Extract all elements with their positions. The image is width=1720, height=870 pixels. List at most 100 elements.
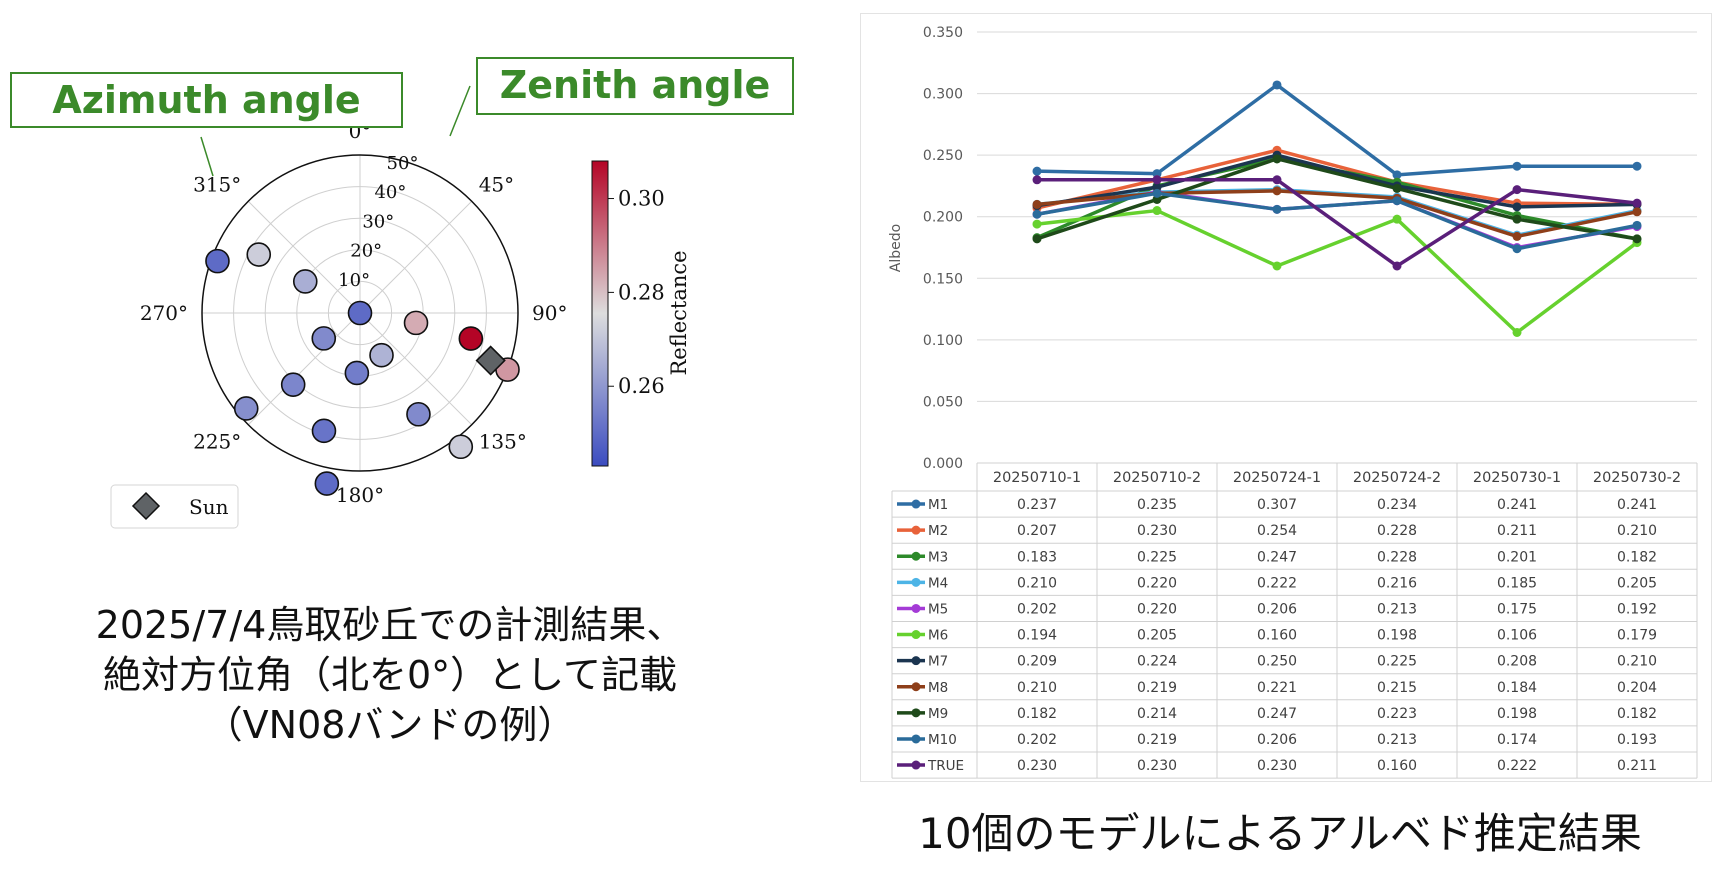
radial-tick-label: 50° [387,153,419,174]
polar-grid-spoke [247,312,361,426]
zenith-leader-line [449,85,471,137]
table-value-cell: 0.222 [1257,575,1297,591]
legend-key-marker [911,630,921,640]
reflectance-point [280,372,306,397]
radial-tick-label: 10° [338,270,370,291]
line-chart: 0.000 0.050 0.100 0.150 0.200 0.250 0.300 0.350… [888,25,1697,472]
reflectance-point [246,242,272,267]
reflectance-point [311,418,337,444]
reflectance-point [406,401,431,427]
series-point-m6 [1032,219,1042,229]
series-point-m6 [1152,206,1162,216]
table-value-cell: 0.247 [1257,549,1297,565]
table-header-cell: 20250724-1 [1233,470,1321,486]
series-point-true [1272,175,1282,185]
table-value-cell: 0.202 [1017,732,1057,748]
table-value-cell: 0.184 [1497,680,1537,696]
series-point-m1 [1512,161,1522,171]
y-tick-label: 0.100 [923,333,963,349]
table-value-cell: 0.254 [1257,523,1297,539]
table-value-cell: 0.198 [1497,706,1537,722]
left-caption: 2025/7/4鳥取砂丘での計測結果、 絶対方位角（北を0°）として記載 （VN… [20,600,760,750]
polar-grid-spoke [247,200,361,314]
colorbar-gradient [591,160,609,467]
table-value-cell: 0.174 [1497,732,1537,748]
series-line-m9 [1036,157,1638,241]
legend-key-marker [911,708,921,718]
series-name-cell: M1 [928,497,948,513]
series-line-m2 [1036,148,1638,210]
series-point-m8 [1272,186,1282,196]
table-value-cell: 0.223 [1377,706,1417,722]
table-value-cell: 0.201 [1497,549,1537,565]
colorbar-label: Reflectance [667,250,691,375]
series-name-cell: M9 [928,706,948,722]
table-value-cell: 0.247 [1257,706,1297,722]
series-point-m10 [1512,244,1522,254]
table-value-cell: 0.211 [1497,523,1537,539]
table-value-cell: 0.210 [1017,575,1057,591]
series-name-cell: TRUE [927,758,964,774]
series-line-m10 [1036,191,1638,251]
table-value-cell: 0.225 [1377,654,1417,670]
series-point-true [1152,175,1162,185]
polar-legend: Sun [110,484,239,529]
table-value-cell: 0.210 [1017,680,1057,696]
table-header-cell: 20250710-2 [1113,470,1201,486]
sun-marker [475,345,506,376]
series-point-m9 [1392,183,1402,193]
table-value-cell: 0.241 [1617,497,1657,513]
table-value-cell: 0.230 [1017,758,1057,774]
series-point-m1 [1392,170,1402,180]
series-name-cell: M2 [928,523,948,539]
table-value-cell: 0.216 [1377,575,1417,591]
table-value-cell: 0.182 [1617,706,1657,722]
reflectance-point [403,310,429,336]
table-value-cell: 0.160 [1377,758,1417,774]
azimuth-callout: Azimuth angle [10,72,403,128]
table-value-cell: 0.222 [1497,758,1537,774]
series-point-m9 [1632,234,1642,244]
table-value-cell: 0.179 [1617,628,1657,644]
series-name-cell: M8 [928,680,948,696]
series-point-true [1392,261,1402,271]
table-value-cell: 0.192 [1617,601,1657,617]
y-axis-label: Albedo [888,224,904,272]
reflectance-point [205,248,230,274]
table-value-cell: 0.210 [1617,654,1657,670]
left-caption-line: （VN08バンドの例） [204,703,576,747]
series-point-true [1632,198,1642,208]
table-header-cell: 20250710-1 [993,470,1081,486]
series-point-m9 [1512,214,1522,224]
legend-sun-label: Sun [189,495,229,519]
series-name-cell: M6 [928,628,948,644]
table-value-cell: 0.230 [1257,758,1297,774]
series-name-cell: M5 [928,601,948,617]
table-value-cell: 0.214 [1137,706,1177,722]
legend-key-marker [911,760,921,770]
table-value-cell: 0.224 [1137,654,1177,670]
series-point-m1 [1632,161,1642,171]
series-line-m6 [1036,208,1639,335]
series-point-m10 [1392,196,1402,206]
table-value-cell: 0.225 [1137,549,1177,565]
y-tick-label: 0.150 [923,271,963,287]
table-value-cell: 0.230 [1137,758,1177,774]
table-value-cell: 0.207 [1017,523,1057,539]
table-value-cell: 0.175 [1497,601,1537,617]
radial-tick-label: 40° [374,182,406,203]
table-value-cell: 0.208 [1497,654,1537,670]
series-point-m6 [1512,327,1522,337]
table-value-cell: 0.210 [1617,523,1657,539]
table-value-cell: 0.209 [1017,654,1057,670]
polar-grid-spoke [359,312,473,426]
series-line-true [1037,178,1638,268]
table-value-cell: 0.213 [1377,732,1417,748]
line-chart-frame [860,13,1712,782]
legend-key-marker [911,656,921,666]
zenith-callout: Zenith angle [476,57,794,115]
series-point-m6 [1392,214,1402,224]
y-tick-label: 0.300 [923,87,963,103]
table-value-cell: 0.182 [1617,549,1657,565]
